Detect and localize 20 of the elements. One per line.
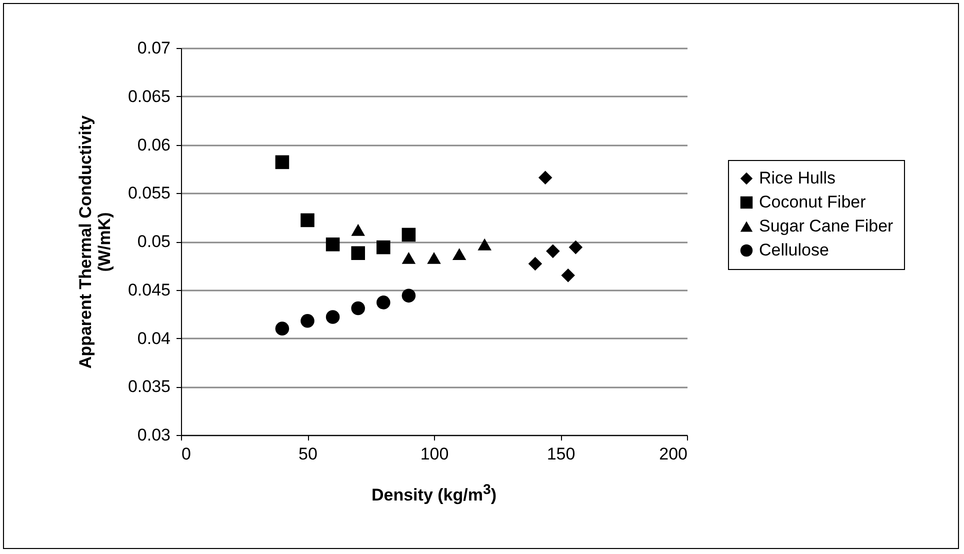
x-tick-label: 200: [659, 444, 688, 464]
x-tick-label: 150: [546, 444, 576, 464]
y-tick-label: 0.04: [137, 328, 170, 348]
legend-label: Coconut Fiber: [759, 192, 866, 212]
x-tick-label: 50: [298, 444, 318, 464]
legend-label: Rice Hulls: [759, 168, 836, 188]
x-axis-title: Density (kg/m$^{3}$): [370, 482, 498, 506]
y-tick-label: 0.055: [128, 184, 170, 203]
x-tick-label: 0: [182, 444, 191, 464]
y-axis-title: Apparent Thermal Conductivity (W/mK): [76, 114, 114, 369]
legend-label: Sugar Cane Fiber: [759, 216, 894, 236]
y-tick-label: 0.065: [128, 86, 170, 106]
y-tick-label: 0.045: [128, 280, 170, 300]
legend-label: Cellulose: [759, 240, 829, 260]
y-tick-label: 0.03: [137, 426, 170, 444]
y-tick-label: 0.07: [137, 38, 170, 58]
x-tick-label: 100: [420, 444, 449, 464]
y-tick-label: 0.035: [128, 377, 170, 396]
y-tick-label: 0.06: [137, 135, 170, 154]
y-tick-label: 0.05: [137, 232, 170, 251]
